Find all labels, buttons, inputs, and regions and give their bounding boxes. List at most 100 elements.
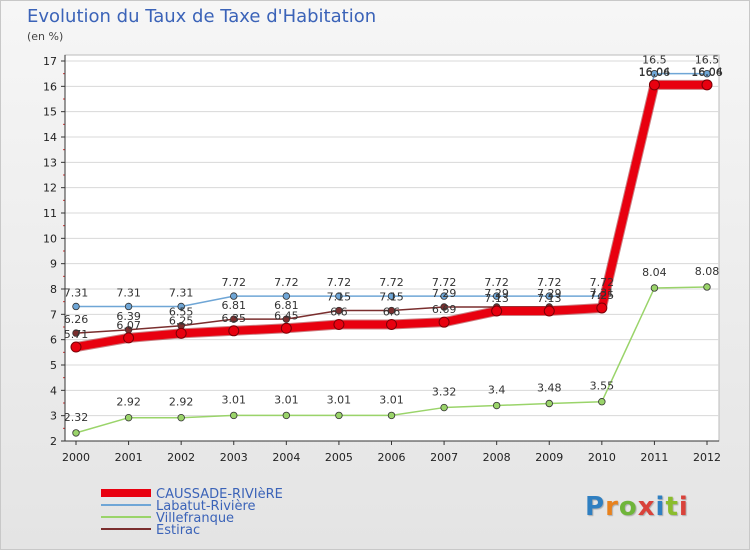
- data-label: 7.13: [484, 292, 509, 305]
- data-point: [124, 413, 133, 422]
- data-label: 7.31: [590, 286, 615, 299]
- data-point: [72, 302, 80, 311]
- data-point: [175, 327, 187, 339]
- data-label: 3.32: [432, 386, 457, 399]
- logo-letter: i: [678, 492, 689, 522]
- legend-label: Estirac: [156, 523, 200, 538]
- data-label: 6.25: [169, 314, 194, 327]
- data-point: [280, 322, 292, 334]
- data-label: 6.81: [222, 299, 247, 312]
- data-point: [438, 316, 450, 328]
- data-label: 6.26: [64, 313, 89, 326]
- y-tick-label: 3: [50, 410, 57, 423]
- data-point: [335, 306, 343, 315]
- data-point: [543, 305, 555, 317]
- data-label: 7.72: [379, 276, 404, 289]
- logo-letter: o: [618, 492, 638, 522]
- y-tick-label: 9: [50, 258, 57, 271]
- data-point: [333, 318, 345, 330]
- data-label: 3.4: [488, 384, 506, 397]
- data-label: 2.92: [116, 396, 141, 409]
- x-tick-label: 2003: [220, 451, 248, 464]
- data-point: [440, 403, 448, 412]
- data-point: [598, 398, 606, 406]
- data-label: 3.55: [590, 380, 615, 393]
- y-tick-label: 2: [50, 435, 57, 448]
- data-point: [72, 329, 80, 337]
- data-label: 6.6: [383, 305, 401, 318]
- data-label: 6.6: [330, 305, 348, 318]
- data-point: [596, 302, 608, 314]
- data-label: 3.01: [222, 393, 247, 406]
- data-point: [386, 318, 397, 330]
- x-tick-label: 2008: [483, 451, 511, 464]
- data-label: 7.29: [537, 287, 562, 300]
- data-label: 16.04: [639, 65, 671, 78]
- x-tick-label: 2002: [167, 451, 195, 464]
- data-label: 7.29: [484, 287, 509, 300]
- data-label: 7.13: [537, 292, 562, 305]
- data-point: [387, 292, 396, 300]
- x-tick-label: 2010: [588, 451, 616, 464]
- x-tick-label: 2009: [535, 451, 563, 464]
- data-point: [703, 283, 711, 291]
- chart-unit-label: (en %): [27, 30, 64, 43]
- legend-label: CAUSSADE-RIVIèRE: [156, 487, 283, 502]
- data-label: 16.04: [691, 65, 723, 78]
- data-label: 3.01: [274, 393, 299, 406]
- data-label: 7.31: [64, 286, 89, 299]
- data-point: [282, 292, 291, 300]
- data-point: [492, 401, 501, 410]
- data-label: 6.07: [116, 319, 141, 332]
- data-label: 6.69: [432, 303, 457, 316]
- data-point: [230, 315, 238, 323]
- data-point: [282, 315, 291, 323]
- y-tick-label: 4: [50, 384, 57, 397]
- logo-letter: i: [655, 492, 666, 522]
- x-tick-label: 2012: [693, 451, 721, 464]
- data-label: 2.92: [169, 396, 194, 409]
- y-tick-label: 11: [43, 207, 57, 220]
- data-label: 7.72: [537, 276, 562, 289]
- data-point: [123, 332, 135, 344]
- data-point: [545, 399, 553, 408]
- y-tick-label: 6: [50, 334, 57, 347]
- legend-label: Labatut-Rivière: [156, 499, 256, 514]
- data-label: 7.72: [327, 276, 352, 289]
- data-point: [648, 79, 660, 91]
- plot-area: [64, 54, 720, 442]
- chart-title: Evolution du Taux de Taxe d'Habitation: [27, 6, 377, 27]
- logo-letter: P: [585, 492, 606, 522]
- data-point: [545, 292, 553, 300]
- data-point: [703, 69, 711, 78]
- data-label: 16.06: [639, 66, 671, 79]
- data-point: [387, 411, 396, 420]
- x-tick-label: 2011: [640, 451, 668, 464]
- data-point: [228, 325, 240, 337]
- x-tick-label: 2007: [430, 451, 458, 464]
- y-tick-label: 5: [50, 359, 57, 372]
- data-point: [650, 69, 659, 78]
- data-label: 7.72: [274, 276, 299, 289]
- data-point: [335, 411, 343, 420]
- data-label: 16.5: [695, 54, 720, 67]
- data-label: 7.72: [484, 276, 509, 289]
- y-tick-label: 13: [43, 156, 57, 169]
- data-label: 7.31: [169, 286, 194, 299]
- data-label: 6.39: [116, 310, 141, 323]
- data-label: 16.06: [691, 66, 723, 79]
- data-point: [70, 341, 82, 353]
- x-tick-label: 2000: [62, 451, 90, 464]
- data-point: [492, 292, 501, 300]
- data-label: 7.72: [222, 276, 247, 289]
- logo-letter: t: [665, 492, 679, 522]
- data-point: [230, 292, 238, 300]
- data-point: [440, 292, 448, 300]
- data-label: 6.45: [274, 309, 299, 322]
- data-label: 6.55: [169, 306, 194, 319]
- y-tick-label: 15: [43, 106, 57, 119]
- x-tick-label: 2006: [378, 451, 406, 464]
- data-label: 7.72: [590, 276, 615, 289]
- y-tick-label: 8: [50, 283, 57, 296]
- data-point: [491, 305, 503, 317]
